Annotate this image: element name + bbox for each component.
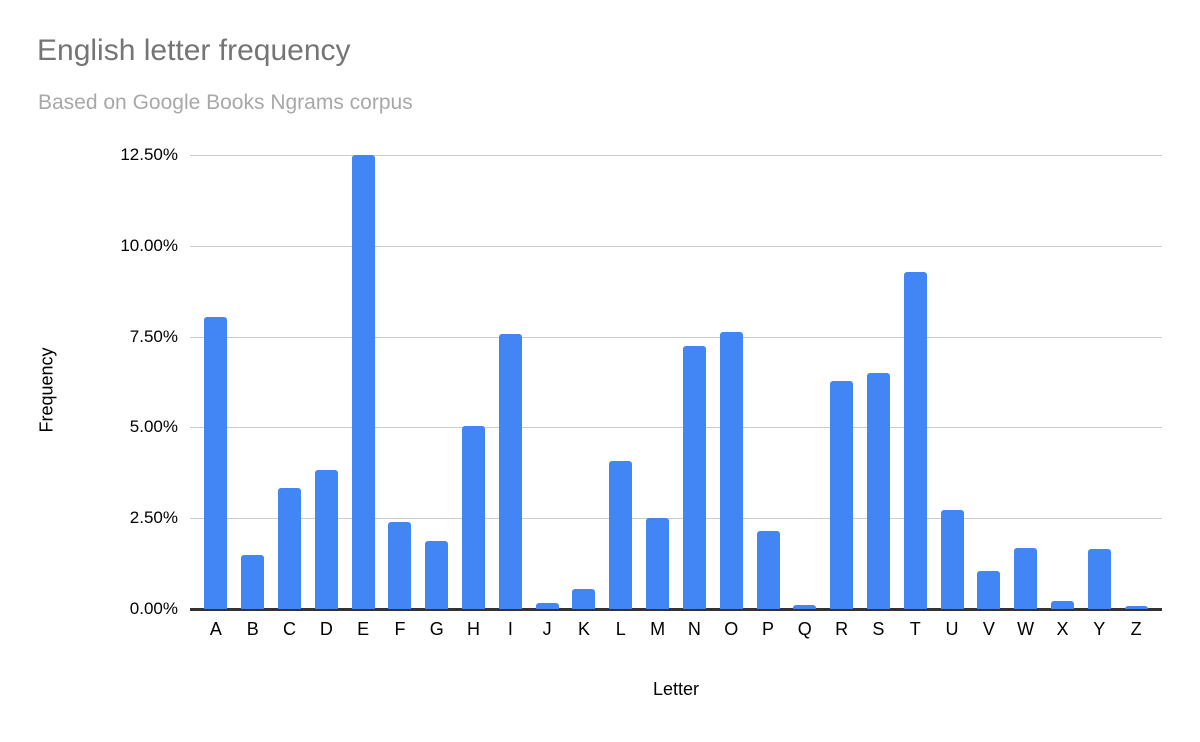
y-tick-10.00%: 10.00% — [120, 235, 178, 255]
x-tick-Z: Z — [1130, 619, 1142, 639]
bar-M — [646, 517, 670, 609]
x-axis-line — [190, 608, 1162, 611]
bar-C — [278, 487, 302, 609]
x-tick-D: D — [319, 619, 333, 639]
gridline-7.50% — [190, 336, 1162, 338]
x-tick-V: V — [982, 619, 995, 639]
y-tick-7.50%: 7.50% — [129, 326, 178, 346]
bar-W — [1014, 547, 1038, 609]
y-axis-title: Frequency — [36, 347, 57, 433]
x-tick-S: S — [872, 619, 885, 639]
bar-E — [351, 155, 375, 609]
x-axis-title: Letter — [652, 679, 700, 699]
x-tick-N: N — [687, 619, 701, 639]
x-tick-B: B — [246, 619, 259, 639]
x-tick-T: T — [909, 619, 921, 639]
bar-J — [535, 603, 559, 609]
bar-I — [498, 334, 522, 609]
x-tick-J: J — [542, 619, 552, 639]
bar-R — [830, 380, 854, 609]
y-tick-0.00%: 0.00% — [129, 599, 178, 618]
x-tick-E: E — [357, 619, 370, 639]
gridline-10.00% — [190, 245, 1162, 247]
bar-P — [756, 531, 780, 609]
x-tick-P: P — [762, 619, 775, 639]
bar-Q — [793, 604, 817, 609]
bar-N — [682, 346, 706, 609]
bar-B — [241, 555, 265, 609]
x-tick-G: G — [429, 619, 444, 639]
x-tick-O: O — [724, 619, 739, 639]
x-tick-Q: Q — [797, 619, 812, 639]
x-tick-Y: Y — [1093, 619, 1106, 639]
plot-area: 0.00% 2.50% 5.00% 7.50% 10.00% 12.50% A B C D E F G H… — [120, 145, 1162, 639]
gridline-12.50% — [190, 155, 1162, 156]
bar-T — [903, 271, 927, 609]
y-tick-5.00%: 5.00% — [129, 417, 178, 437]
y-tick-12.50%: 12.50% — [120, 145, 178, 164]
y-tick-2.50%: 2.50% — [129, 508, 178, 528]
bar-U — [940, 509, 964, 609]
x-tick-H: H — [467, 619, 481, 639]
bar-G — [425, 541, 449, 609]
x-tick-R: R — [835, 619, 849, 639]
bar-K — [572, 589, 596, 609]
x-tick-I: I — [507, 619, 513, 639]
x-tick-C: C — [283, 619, 297, 639]
bar-X — [1050, 600, 1074, 609]
gridline-5.00% — [190, 427, 1162, 429]
bar-Z — [1124, 605, 1148, 609]
bar-O — [719, 331, 743, 609]
gridline-2.50% — [190, 518, 1162, 520]
bar-H — [462, 425, 486, 609]
chart-subtitle: Based on Google Books Ngrams corpus — [38, 91, 413, 114]
x-tick-U: U — [945, 619, 959, 639]
x-tick-A: A — [209, 619, 222, 639]
x-tick-L: L — [615, 619, 626, 639]
x-tick-M: M — [650, 619, 666, 639]
x-tick-X: X — [1056, 619, 1069, 639]
x-tick-K: K — [577, 619, 590, 639]
chart-title: English letter frequency — [37, 34, 351, 67]
x-tick-F: F — [394, 619, 406, 639]
bar-F — [388, 521, 412, 609]
bar-D — [314, 470, 338, 609]
bar-S — [866, 372, 890, 609]
x-tick-W: W — [1017, 619, 1035, 639]
bar-Y — [1087, 548, 1111, 609]
bar-A — [204, 317, 228, 609]
bar-V — [977, 570, 1001, 609]
bar-L — [609, 461, 633, 609]
